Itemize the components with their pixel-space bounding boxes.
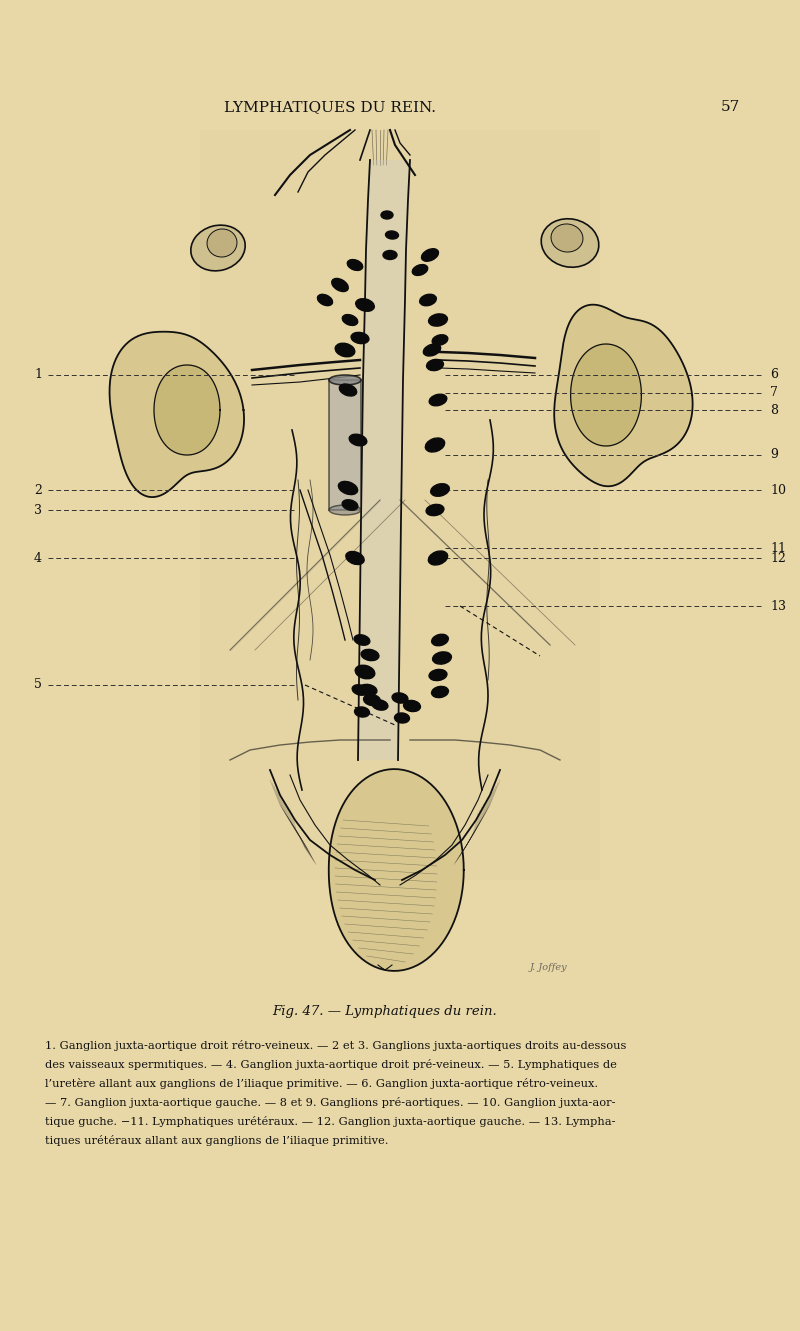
Ellipse shape bbox=[363, 695, 381, 705]
Ellipse shape bbox=[335, 343, 355, 357]
Polygon shape bbox=[365, 250, 406, 299]
Ellipse shape bbox=[431, 687, 449, 697]
Ellipse shape bbox=[347, 260, 362, 270]
Ellipse shape bbox=[420, 294, 436, 306]
Ellipse shape bbox=[356, 298, 374, 311]
Ellipse shape bbox=[359, 684, 377, 696]
Ellipse shape bbox=[432, 334, 448, 345]
Polygon shape bbox=[361, 450, 402, 520]
Ellipse shape bbox=[352, 684, 368, 695]
Polygon shape bbox=[360, 520, 401, 600]
Ellipse shape bbox=[351, 333, 369, 343]
Text: tique guche. −11. Lymphatiques urétéraux. — 12. Ganglion juxta-aortique gauche. : tique guche. −11. Lymphatiques urétéraux… bbox=[45, 1115, 615, 1127]
Ellipse shape bbox=[403, 700, 421, 712]
Ellipse shape bbox=[426, 359, 443, 370]
Ellipse shape bbox=[423, 343, 441, 355]
Ellipse shape bbox=[392, 693, 408, 703]
Text: — 7. Ganglion juxta-aortique gauche. — 8 et 9. Ganglions pré-aortiques. — 10. Ga: — 7. Ganglion juxta-aortique gauche. — 8… bbox=[45, 1097, 615, 1107]
Polygon shape bbox=[329, 769, 464, 970]
Ellipse shape bbox=[426, 438, 445, 453]
Text: 5: 5 bbox=[34, 679, 42, 692]
Ellipse shape bbox=[191, 225, 245, 272]
Text: 4: 4 bbox=[34, 551, 42, 564]
Ellipse shape bbox=[412, 265, 428, 276]
Ellipse shape bbox=[430, 483, 450, 496]
Ellipse shape bbox=[207, 229, 237, 257]
Ellipse shape bbox=[386, 232, 398, 240]
Ellipse shape bbox=[329, 375, 361, 385]
Polygon shape bbox=[358, 680, 399, 760]
Ellipse shape bbox=[541, 218, 599, 268]
Text: 2: 2 bbox=[34, 483, 42, 496]
Ellipse shape bbox=[383, 250, 397, 260]
Ellipse shape bbox=[372, 700, 388, 711]
Text: 11: 11 bbox=[770, 542, 786, 555]
Ellipse shape bbox=[432, 635, 448, 646]
Ellipse shape bbox=[433, 652, 451, 664]
Ellipse shape bbox=[339, 383, 357, 397]
Text: l’uretère allant aux ganglions de l’iliaque primitive. — 6. Ganglion juxta-aorti: l’uretère allant aux ganglions de l’ilia… bbox=[45, 1078, 598, 1089]
Ellipse shape bbox=[354, 635, 370, 646]
Text: 57: 57 bbox=[720, 100, 740, 114]
Polygon shape bbox=[570, 343, 642, 446]
Text: 7: 7 bbox=[770, 386, 778, 399]
Ellipse shape bbox=[342, 499, 358, 510]
Ellipse shape bbox=[361, 650, 379, 660]
Ellipse shape bbox=[381, 212, 393, 220]
Polygon shape bbox=[363, 299, 405, 379]
Text: Fig. 47. — Lymphatiques du rein.: Fig. 47. — Lymphatiques du rein. bbox=[273, 1005, 498, 1018]
Polygon shape bbox=[154, 365, 220, 455]
Text: 13: 13 bbox=[770, 599, 786, 612]
Text: LYMPHATIQUES DU REIN.: LYMPHATIQUES DU REIN. bbox=[224, 100, 436, 114]
Ellipse shape bbox=[429, 394, 447, 406]
Ellipse shape bbox=[329, 504, 361, 515]
Ellipse shape bbox=[332, 278, 348, 291]
Text: 8: 8 bbox=[770, 403, 778, 417]
Text: 9: 9 bbox=[770, 449, 778, 462]
Text: 1: 1 bbox=[34, 369, 42, 382]
Text: 12: 12 bbox=[770, 551, 786, 564]
Ellipse shape bbox=[342, 314, 358, 326]
Text: des vaisseaux spermıtiques. — 4. Ganglion juxta-aortique droit pré-veineux. — 5.: des vaisseaux spermıtiques. — 4. Ganglio… bbox=[45, 1059, 617, 1070]
Text: 10: 10 bbox=[770, 483, 786, 496]
Bar bbox=[200, 130, 600, 880]
Ellipse shape bbox=[346, 551, 364, 564]
Ellipse shape bbox=[551, 224, 583, 252]
Ellipse shape bbox=[428, 551, 448, 564]
Text: 1. Ganglion juxta-aortique droit rétro-veineux. — 2 et 3. Ganglions juxta-aortiq: 1. Ganglion juxta-aortique droit rétro-v… bbox=[45, 1040, 626, 1051]
Ellipse shape bbox=[318, 294, 333, 306]
Polygon shape bbox=[554, 305, 693, 486]
Ellipse shape bbox=[349, 434, 367, 446]
Ellipse shape bbox=[354, 707, 370, 717]
Polygon shape bbox=[368, 160, 410, 200]
Text: J. Joffey: J. Joffey bbox=[530, 964, 568, 972]
Text: 6: 6 bbox=[770, 369, 778, 382]
Text: 3: 3 bbox=[34, 503, 42, 516]
Ellipse shape bbox=[429, 669, 447, 680]
Polygon shape bbox=[366, 200, 408, 250]
Ellipse shape bbox=[394, 713, 410, 723]
Polygon shape bbox=[359, 600, 400, 680]
Ellipse shape bbox=[429, 314, 447, 326]
Polygon shape bbox=[362, 379, 403, 450]
Ellipse shape bbox=[338, 482, 358, 495]
Polygon shape bbox=[110, 331, 244, 496]
Text: tiques urétéraux allant aux ganglions de l’iliaque primitive.: tiques urétéraux allant aux ganglions de… bbox=[45, 1135, 389, 1146]
Ellipse shape bbox=[355, 666, 375, 679]
Ellipse shape bbox=[426, 504, 444, 515]
Ellipse shape bbox=[422, 249, 438, 261]
Polygon shape bbox=[329, 379, 361, 510]
